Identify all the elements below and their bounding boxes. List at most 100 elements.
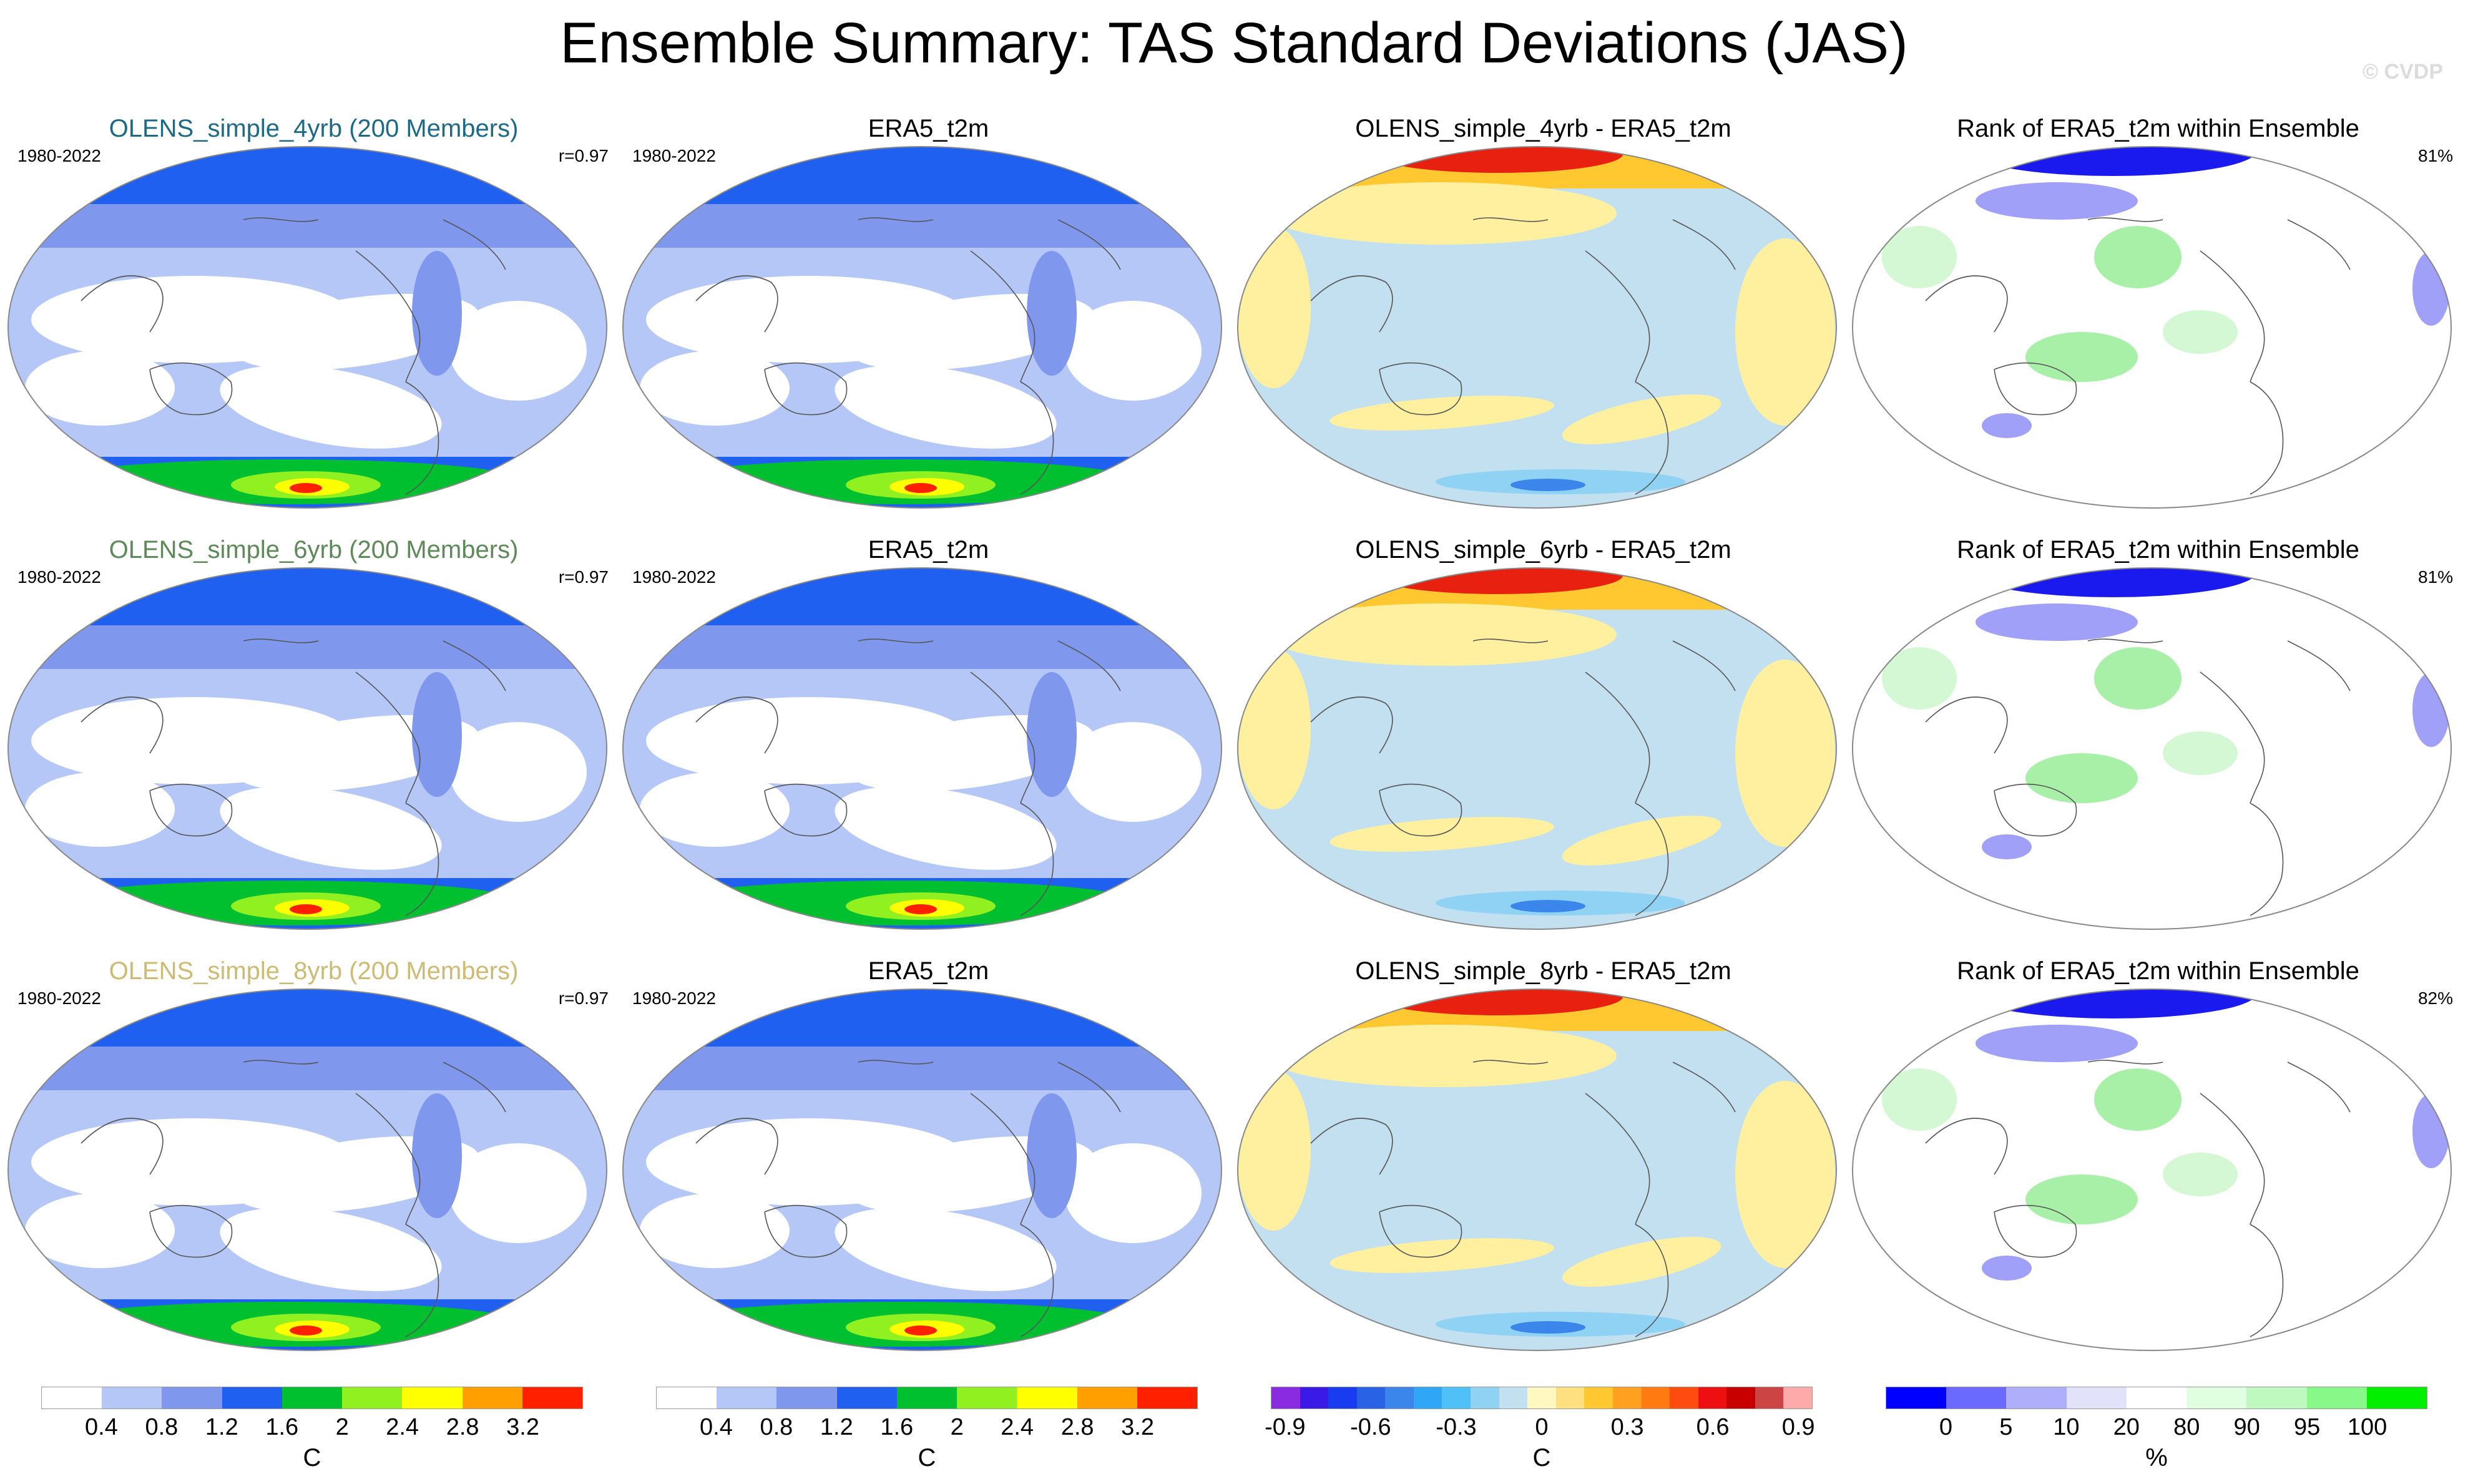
atlantic-low-area xyxy=(449,722,587,822)
coastline xyxy=(1310,696,1393,754)
northern-midlat-band xyxy=(623,1047,1222,1090)
southern-low-area xyxy=(640,772,790,847)
colorbar-swatch xyxy=(162,1387,222,1408)
colorbar-swatch xyxy=(1612,1387,1642,1408)
northern-midlat-band xyxy=(623,204,1222,248)
map-outline xyxy=(7,989,607,1351)
panel-title: OLENS_simple_6yrb (200 Members) xyxy=(109,536,519,564)
atlantic-low-area xyxy=(449,301,587,401)
coastline xyxy=(2250,381,2284,495)
antarctic-peak xyxy=(290,483,322,493)
period-label: 1980-2022 xyxy=(632,146,716,165)
southern-low-area xyxy=(25,1193,175,1268)
coastline xyxy=(1635,1224,1669,1337)
northern-warm-area xyxy=(1267,603,1617,666)
rank-map-container xyxy=(1851,987,2453,1355)
diff-map-container xyxy=(1236,145,1838,513)
western-warm-area xyxy=(1238,647,1311,809)
high-rank-area xyxy=(2025,332,2138,382)
coastline xyxy=(1994,1204,2077,1258)
antarctic-peak xyxy=(904,1325,937,1335)
coastline xyxy=(81,1118,164,1175)
map-outline xyxy=(1237,146,1837,509)
high-rank-area xyxy=(2025,753,2138,803)
colorbar-swatches xyxy=(1271,1387,1813,1409)
diff-map xyxy=(1237,567,1837,930)
obs-map-container xyxy=(621,145,1223,513)
antarctic-peak xyxy=(904,904,937,914)
colorbar-tick-label: 2.4 xyxy=(386,1414,419,1440)
colorbar-swatch xyxy=(42,1387,102,1408)
southern-warm-streak xyxy=(1562,1237,1721,1287)
map-outline xyxy=(7,146,607,509)
colorbar-tick-label: 1.2 xyxy=(820,1414,853,1440)
arctic-band xyxy=(623,989,1222,1047)
high-rank-area xyxy=(1882,1068,1957,1131)
colorbar-swatch xyxy=(1300,1387,1329,1408)
northern-midlat-band xyxy=(8,204,607,248)
antarctic-peak xyxy=(290,904,322,914)
coastline xyxy=(1994,362,2077,416)
coastline xyxy=(970,1093,1036,1225)
coastline xyxy=(1057,640,1121,691)
colorbar-swatch xyxy=(1886,1387,1947,1408)
arctic-band xyxy=(8,989,607,1047)
high-rank-area xyxy=(2094,1068,2182,1131)
colorbar-unit: C xyxy=(1532,1444,1551,1472)
colorbar-swatch xyxy=(1698,1387,1727,1408)
diff-panel: OLENS_simple_6yrb - ERA5_t2m xyxy=(1236,534,1851,939)
southern-low-area xyxy=(835,365,1057,449)
panel-title: Rank of ERA5_t2m within Ensemble xyxy=(1957,536,2359,564)
colorbar-swatch xyxy=(657,1387,717,1408)
map-outline xyxy=(7,567,607,930)
americas-high-area xyxy=(1027,251,1077,376)
panel-title: OLENS_simple_8yrb (200 Members) xyxy=(109,957,519,985)
coastline xyxy=(858,638,934,643)
coastline xyxy=(2087,217,2163,222)
colorbar-tick-label: 0 xyxy=(1535,1414,1549,1440)
coastline xyxy=(1057,219,1121,270)
colorbar-tick-label: 90 xyxy=(2233,1414,2260,1440)
period-label: 1980-2022 xyxy=(632,567,716,587)
low-rank-area xyxy=(1976,603,2138,641)
high-rank-area xyxy=(2163,310,2238,354)
southern-low-area xyxy=(640,351,790,426)
coastline xyxy=(1379,783,1462,837)
high-rank-area xyxy=(2025,1174,2138,1224)
arctic-band xyxy=(623,147,1222,204)
coastline xyxy=(149,1204,233,1258)
americas-high-area xyxy=(412,251,462,376)
arctic-hot-spot xyxy=(1373,147,1623,173)
coastline xyxy=(695,275,778,333)
eastern-warm-area xyxy=(1735,1081,1835,1268)
colorbar: -0.9 -0.6 -0.3 0 0.3 0.6 0.9 C xyxy=(1248,1387,1823,1480)
coastline xyxy=(764,783,848,837)
coastline xyxy=(1020,1224,1054,1337)
coastline xyxy=(1472,1060,1549,1065)
colorbar-unit: C xyxy=(303,1444,321,1472)
atlantic-low-area xyxy=(1064,301,1202,401)
panel-title: Rank of ERA5_t2m within Ensemble xyxy=(1957,115,2359,142)
coastline xyxy=(443,219,506,270)
colorbar-swatch xyxy=(1555,1387,1585,1408)
cvdp-watermark: © CVDP xyxy=(2363,60,2443,84)
colorbar-swatch xyxy=(1137,1387,1197,1408)
antarctic-cool-area xyxy=(1511,900,1585,912)
colorbar-swatch xyxy=(1077,1387,1137,1408)
coastline xyxy=(405,1224,439,1337)
colorbar-tick-label: 0.4 xyxy=(700,1414,733,1440)
diff-map-container xyxy=(1236,987,1838,1355)
coastline xyxy=(405,803,439,916)
coastline xyxy=(2287,640,2351,691)
coastline xyxy=(1310,1118,1393,1175)
model-panel: OLENS_simple_4yrb (200 Members) 1980-2022… xyxy=(6,112,621,518)
arctic-hot-spot xyxy=(1373,568,1623,594)
colorbar-tick-label: 10 xyxy=(2053,1414,2080,1440)
arctic-band xyxy=(8,147,607,204)
coastline xyxy=(355,250,421,383)
coastline xyxy=(1057,1062,1121,1113)
map-outline xyxy=(1852,989,2452,1351)
southern-low-area xyxy=(220,1208,442,1291)
arctic-hot-spot xyxy=(1373,989,1623,1015)
coastline xyxy=(695,696,778,754)
